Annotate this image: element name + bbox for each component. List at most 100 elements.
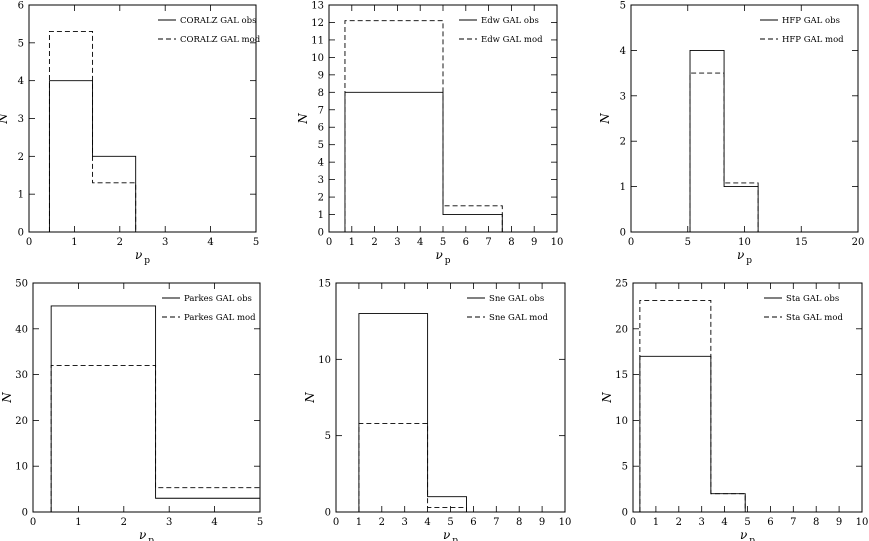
y-tick-label: 5 <box>318 140 324 151</box>
x-tick-label: 0 <box>26 237 32 248</box>
legend-label: HFP GAL obs <box>782 16 840 26</box>
legend-label: CORALZ GAL obs <box>180 16 256 26</box>
y-tick-label: 20 <box>15 416 28 427</box>
y-tick-label: 0 <box>620 228 626 239</box>
y-tick-label: 8 <box>318 88 324 99</box>
x-tick-label: 5 <box>447 517 453 528</box>
histogram-series-mod <box>358 423 506 513</box>
y-axis-label: N <box>296 113 310 125</box>
histogram-series-mod <box>689 72 759 232</box>
x-tick-label: 9 <box>539 517 545 528</box>
x-tick-label: 3 <box>162 237 168 248</box>
legend-label: HFP GAL mod <box>782 35 844 45</box>
y-tick-label: 4 <box>18 76 24 87</box>
x-tick-label: 10 <box>559 517 572 528</box>
x-tick-label: 5 <box>440 237 446 248</box>
y-tick-label: 10 <box>318 355 331 366</box>
y-tick-label: 5 <box>325 431 331 442</box>
x-tick-label: 10 <box>738 237 751 248</box>
x-tick-label: 2 <box>676 517 682 528</box>
histogram-series-obs <box>639 355 780 513</box>
y-tick-label: 10 <box>311 53 324 64</box>
x-tick-label: 1 <box>653 517 659 528</box>
x-tick-label: 6 <box>470 517 476 528</box>
y-tick-label: 0 <box>18 228 24 239</box>
y-tick-label: 3 <box>318 175 324 186</box>
x-tick-label: 4 <box>721 517 727 528</box>
y-tick-label: 4 <box>318 158 324 169</box>
y-tick-label: 20 <box>615 324 628 335</box>
x-tick-label: 1 <box>356 517 362 528</box>
y-tick-label: 3 <box>18 114 24 125</box>
y-tick-label: 6 <box>318 123 324 134</box>
x-tick-label: 5 <box>257 517 263 528</box>
y-tick-label: 5 <box>622 462 628 473</box>
y-tick-label: 0 <box>318 228 324 239</box>
y-tick-label: 7 <box>318 105 324 116</box>
x-tick-label: 8 <box>813 517 819 528</box>
x-tick-label: 1 <box>349 237 355 248</box>
x-tick-label: 4 <box>417 237 423 248</box>
y-tick-label: 6 <box>18 1 24 12</box>
y-tick-label: 3 <box>620 91 626 102</box>
y-tick-label: 1 <box>18 190 24 201</box>
y-tick-label: 2 <box>620 137 626 148</box>
histogram-series-obs <box>358 313 506 513</box>
x-tick-label: 4 <box>211 517 217 528</box>
histogram-series-obs <box>689 49 759 232</box>
legend-label: CORALZ GAL mod <box>180 35 261 45</box>
x-tick-label: 6 <box>767 517 773 528</box>
y-tick-label: 30 <box>15 370 28 381</box>
y-tick-label: 1 <box>620 182 626 193</box>
legend-label: Parkes GAL obs <box>184 294 252 304</box>
y-tick-label: 40 <box>15 324 28 335</box>
x-tick-label: 20 <box>852 237 865 248</box>
x-tick-label: 2 <box>117 237 123 248</box>
x-tick-label: 15 <box>795 237 808 248</box>
y-axis-label: N <box>0 392 14 404</box>
x-tick-label: 4 <box>207 237 213 248</box>
y-tick-label: 12 <box>311 18 324 29</box>
x-tick-label: 2 <box>121 517 127 528</box>
histogram-series-obs <box>50 305 261 512</box>
y-tick-label: 13 <box>311 1 324 12</box>
x-tick-label: 0 <box>333 517 339 528</box>
y-tick-label: 50 <box>15 279 28 290</box>
y-tick-label: 0 <box>22 508 28 519</box>
y-tick-label: 5 <box>18 38 24 49</box>
x-tick-label: 3 <box>166 517 172 528</box>
legend-label: Sne GAL obs <box>489 294 544 304</box>
y-tick-label: 10 <box>15 462 28 473</box>
histogram-series-mod <box>50 364 261 512</box>
chart-panel-3: 0 5 10 15 20 0 1 2 3 4 5 Nν p HFP GAL obs HFP GAL mod <box>598 1 864 267</box>
x-tick-label: 3 <box>699 517 705 528</box>
y-tick-label: 25 <box>615 279 628 290</box>
x-tick-label: 0 <box>630 517 636 528</box>
x-tick-label: 10 <box>856 517 869 528</box>
x-tick-label: 5 <box>744 517 750 528</box>
y-tick-label: 2 <box>318 193 324 204</box>
y-tick-label: 0 <box>622 508 628 519</box>
histogram-series-mod <box>639 299 780 513</box>
y-tick-label: 15 <box>318 279 331 290</box>
x-tick-label: 0 <box>30 517 36 528</box>
y-tick-label: 5 <box>620 1 626 12</box>
y-axis-label: N <box>600 392 614 404</box>
x-tick-label: 2 <box>371 237 377 248</box>
y-tick-label: 10 <box>615 416 628 427</box>
x-tick-label: 5 <box>685 237 691 248</box>
x-tick-label: 2 <box>379 517 385 528</box>
x-tick-label: 3 <box>394 237 400 248</box>
y-tick-label: 4 <box>620 46 626 57</box>
x-tick-label: 6 <box>463 237 469 248</box>
legend-label: Edw GAL mod <box>481 35 543 45</box>
x-tick-label: 7 <box>790 517 796 528</box>
legend-label: Sta GAL obs <box>786 294 839 304</box>
